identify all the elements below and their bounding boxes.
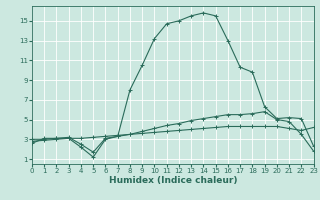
X-axis label: Humidex (Indice chaleur): Humidex (Indice chaleur) [108,176,237,185]
